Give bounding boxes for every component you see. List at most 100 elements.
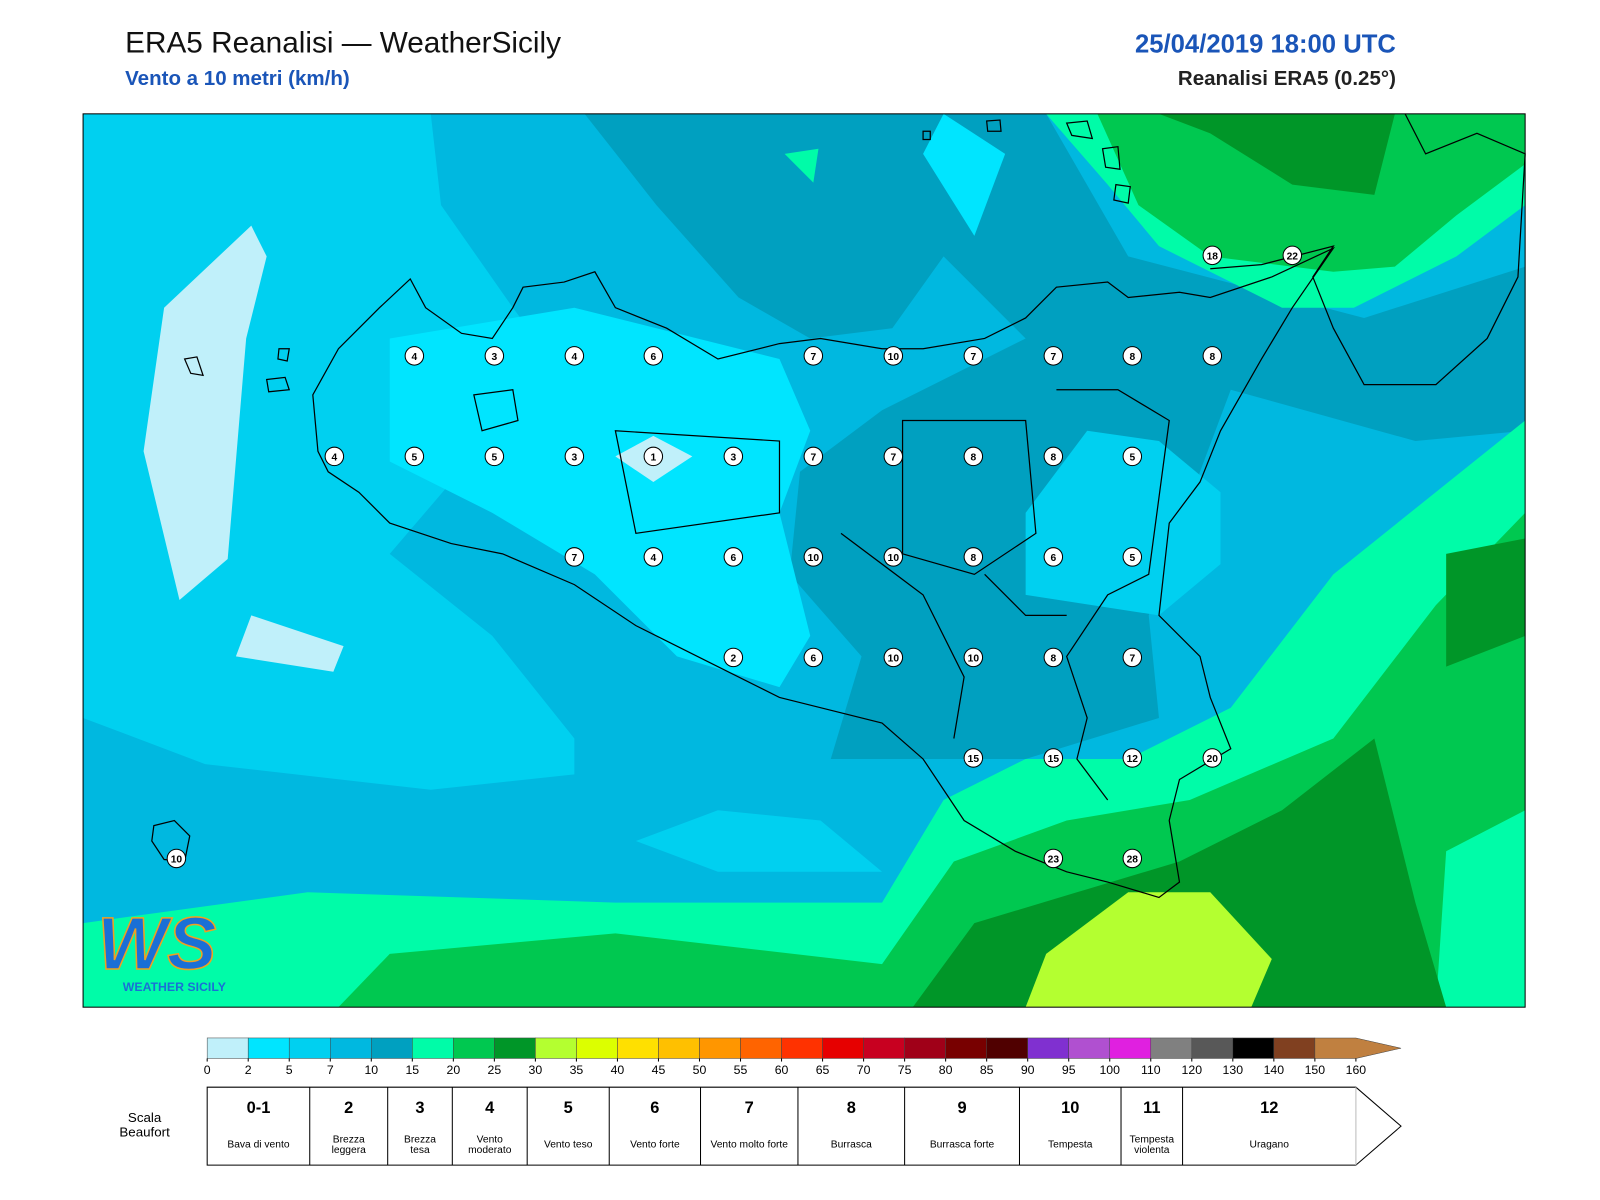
station-value: 10: [888, 553, 900, 564]
colorbar-tick-label: 130: [1223, 1063, 1244, 1077]
colorbar-bin: [329, 1037, 372, 1059]
subtitle: Vento a 10 metri (km/h): [125, 67, 350, 91]
station-marker: [1122, 446, 1143, 467]
colorbar-tick-label: 80: [939, 1063, 953, 1077]
colorbar-bin: [945, 1037, 987, 1059]
colorbar-bin: [904, 1037, 946, 1059]
station-value: 4: [332, 453, 338, 464]
beaufort-level: 0-1 Bava di vento: [207, 1087, 310, 1165]
colorbar-bin: [822, 1037, 864, 1059]
station-value: 6: [810, 654, 816, 665]
source: Reanalisi ERA5 (0.25°): [1177, 67, 1396, 91]
beaufort-force: 6: [650, 1099, 660, 1117]
station-marker: [564, 547, 585, 567]
contours: [83, 113, 1526, 1008]
beaufort-force: 7: [744, 1099, 754, 1117]
logo-name: WEATHER SICILY: [123, 980, 226, 994]
colorbar-tick-label: 45: [652, 1063, 666, 1077]
colorbar-bin: [1109, 1037, 1152, 1059]
beaufort-level: 5 Vento teso: [527, 1087, 609, 1165]
colorbar-tick-label: 55: [734, 1063, 748, 1077]
station-value: 3: [730, 453, 736, 464]
station-value: 4: [650, 553, 656, 564]
station-marker: [324, 446, 345, 467]
beaufort-title: Scala Beaufort: [119, 1109, 170, 1140]
station-marker: [803, 647, 824, 668]
station-value: 5: [1129, 553, 1135, 564]
beaufort-frame: [206, 1086, 1402, 1166]
station-marker: [404, 446, 425, 467]
station-marker: [963, 647, 984, 668]
colorbar-tick-label: 90: [1021, 1063, 1035, 1077]
station-marker: [1122, 547, 1143, 567]
station-value: 10: [888, 654, 900, 665]
beaufort-label: Brezza tesa: [404, 1134, 436, 1156]
colorbar-bin: [576, 1037, 618, 1059]
station-marker: [1122, 748, 1143, 768]
colorbar-tick-label: 95: [1062, 1063, 1076, 1077]
colorbar-tick-label: 140: [1264, 1063, 1285, 1077]
station-marker: [404, 346, 425, 366]
station-marker: [803, 547, 824, 567]
station-marker: [643, 547, 664, 567]
colorbar-bin: [863, 1037, 905, 1059]
station-marker: [963, 547, 984, 567]
station-value: 3: [572, 453, 578, 464]
beaufort-label: Tempesta: [1048, 1139, 1093, 1151]
colorbar-tick-label: 7: [327, 1063, 334, 1077]
colorbar-bin: [288, 1037, 331, 1059]
title: ERA5 Reanalisi — WeatherSicily: [125, 26, 561, 60]
beaufort-label: Tempesta violenta: [1129, 1134, 1175, 1156]
beaufort-force: 5: [563, 1099, 573, 1117]
station-marker: [1122, 346, 1143, 366]
station-marker: [484, 346, 505, 366]
colorbar-bin: [1232, 1037, 1275, 1059]
colorbar-bin: [247, 1037, 290, 1059]
colorbar-tick-label: 100: [1099, 1063, 1120, 1077]
beaufort-label: Brezza leggera: [331, 1134, 366, 1156]
station-value: 7: [810, 352, 816, 363]
beaufort-label: Vento forte: [630, 1139, 680, 1151]
colorbar-bin: [658, 1037, 700, 1059]
colorbar-tick-label: 0: [204, 1063, 211, 1077]
beaufort-force: 9: [957, 1099, 967, 1117]
station-value: 8: [1129, 352, 1135, 363]
station-value: 7: [572, 553, 578, 564]
station-value: 10: [968, 654, 980, 665]
station-marker: [1043, 647, 1064, 668]
station-value: 3: [492, 352, 498, 363]
colorbar-tick-label: 110: [1141, 1063, 1161, 1077]
station-marker: [963, 446, 984, 467]
colorbar-bin: [535, 1037, 577, 1059]
datetime: 25/04/2019 18:00 UTC: [1135, 29, 1396, 59]
station-marker: [484, 446, 505, 467]
colorbar-tick-label: 2: [245, 1063, 252, 1077]
station-value: 6: [730, 553, 736, 564]
colorbar-tick-label: 160: [1346, 1063, 1367, 1077]
station-marker: [803, 346, 824, 366]
colorbar-arrow: [1314, 1037, 1402, 1059]
station-value: 5: [492, 453, 498, 464]
station-marker: [1043, 748, 1064, 768]
station-marker: [803, 446, 824, 467]
colorbar: 0 2 5 7 10 15 20 25 30 35 40 45 50 55 60 65 70 75 80 85 90 95…: [204, 1037, 1402, 1077]
beaufort-force: 11: [1143, 1099, 1161, 1117]
colorbar-bin: [1191, 1037, 1234, 1059]
beaufort-level: 6 Vento forte: [609, 1087, 700, 1165]
colorbar-tick-label: 60: [775, 1063, 789, 1077]
station-marker: [883, 446, 904, 467]
beaufort-level: 12 Uragano: [1183, 1087, 1356, 1165]
station-value: 23: [1048, 855, 1060, 866]
beaufort-force: 0-1: [246, 1099, 271, 1117]
colorbar-tick-label: 35: [570, 1063, 584, 1077]
station-marker: [1043, 446, 1064, 467]
station-value: 15: [1048, 754, 1060, 765]
station-value: 10: [888, 352, 900, 363]
station-marker: [1202, 748, 1223, 768]
beaufort-level: 7 Vento molto forte: [701, 1087, 798, 1165]
station-value: 18: [1207, 251, 1219, 262]
station-value: 6: [1050, 553, 1056, 564]
beaufort-level: 2 Brezza leggera: [310, 1087, 388, 1165]
colorbar-bin: [1027, 1037, 1069, 1059]
